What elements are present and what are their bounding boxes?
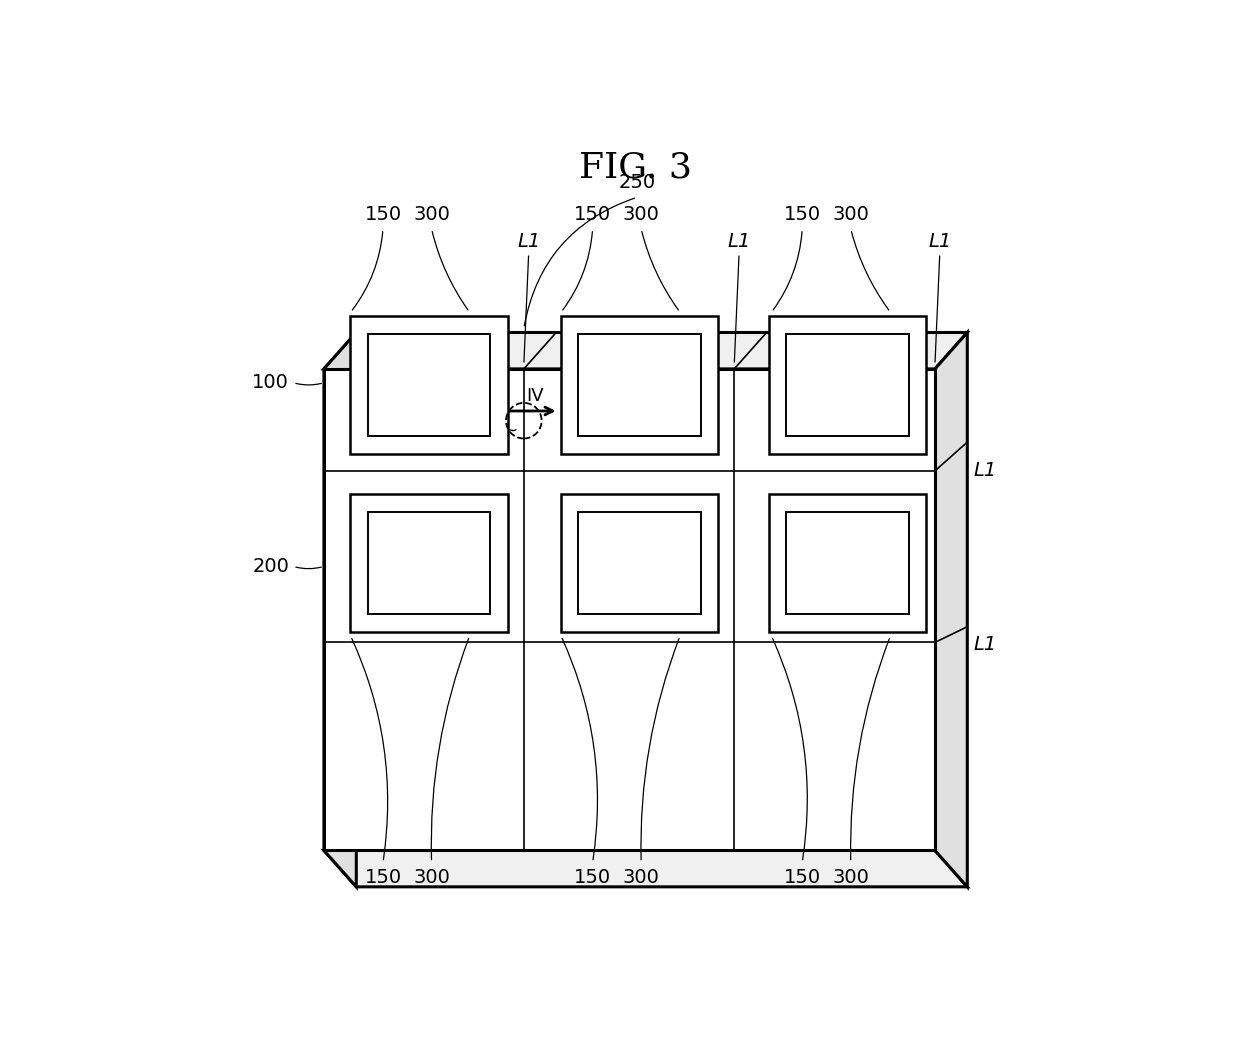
Text: 150: 150 bbox=[784, 868, 821, 887]
Polygon shape bbox=[324, 332, 356, 887]
Text: L1: L1 bbox=[728, 231, 750, 250]
Text: 150: 150 bbox=[365, 205, 402, 224]
Bar bbox=[769, 494, 926, 632]
Bar bbox=[578, 334, 701, 436]
Bar bbox=[324, 369, 935, 850]
Polygon shape bbox=[935, 332, 967, 887]
Text: 100: 100 bbox=[252, 373, 289, 392]
Bar bbox=[368, 334, 490, 436]
Bar bbox=[350, 494, 508, 632]
Text: FIG. 3: FIG. 3 bbox=[579, 150, 692, 184]
Polygon shape bbox=[324, 850, 967, 887]
Text: L1: L1 bbox=[973, 460, 997, 479]
Text: 150: 150 bbox=[784, 205, 821, 224]
Text: 300: 300 bbox=[832, 868, 869, 887]
Bar bbox=[786, 334, 909, 436]
Bar bbox=[786, 512, 909, 614]
Bar bbox=[769, 316, 926, 454]
Text: 300: 300 bbox=[622, 868, 660, 887]
Text: L1: L1 bbox=[973, 635, 997, 654]
Polygon shape bbox=[324, 332, 967, 369]
Bar bbox=[368, 512, 490, 614]
Text: 300: 300 bbox=[413, 868, 450, 887]
Text: IV: IV bbox=[526, 388, 544, 406]
Bar bbox=[350, 316, 508, 454]
Text: L1: L1 bbox=[929, 231, 951, 250]
Text: 150: 150 bbox=[365, 868, 402, 887]
Text: 200: 200 bbox=[252, 557, 289, 576]
Text: 300: 300 bbox=[622, 205, 660, 224]
Text: L1: L1 bbox=[517, 231, 541, 250]
Bar bbox=[560, 494, 718, 632]
Text: 250: 250 bbox=[619, 173, 656, 192]
Text: 300: 300 bbox=[413, 205, 450, 224]
Text: IV: IV bbox=[487, 388, 505, 406]
Text: A~: A~ bbox=[492, 423, 520, 440]
Text: 150: 150 bbox=[574, 205, 611, 224]
Text: 150: 150 bbox=[574, 868, 611, 887]
Bar bbox=[560, 316, 718, 454]
Text: 300: 300 bbox=[832, 205, 869, 224]
Bar bbox=[578, 512, 701, 614]
